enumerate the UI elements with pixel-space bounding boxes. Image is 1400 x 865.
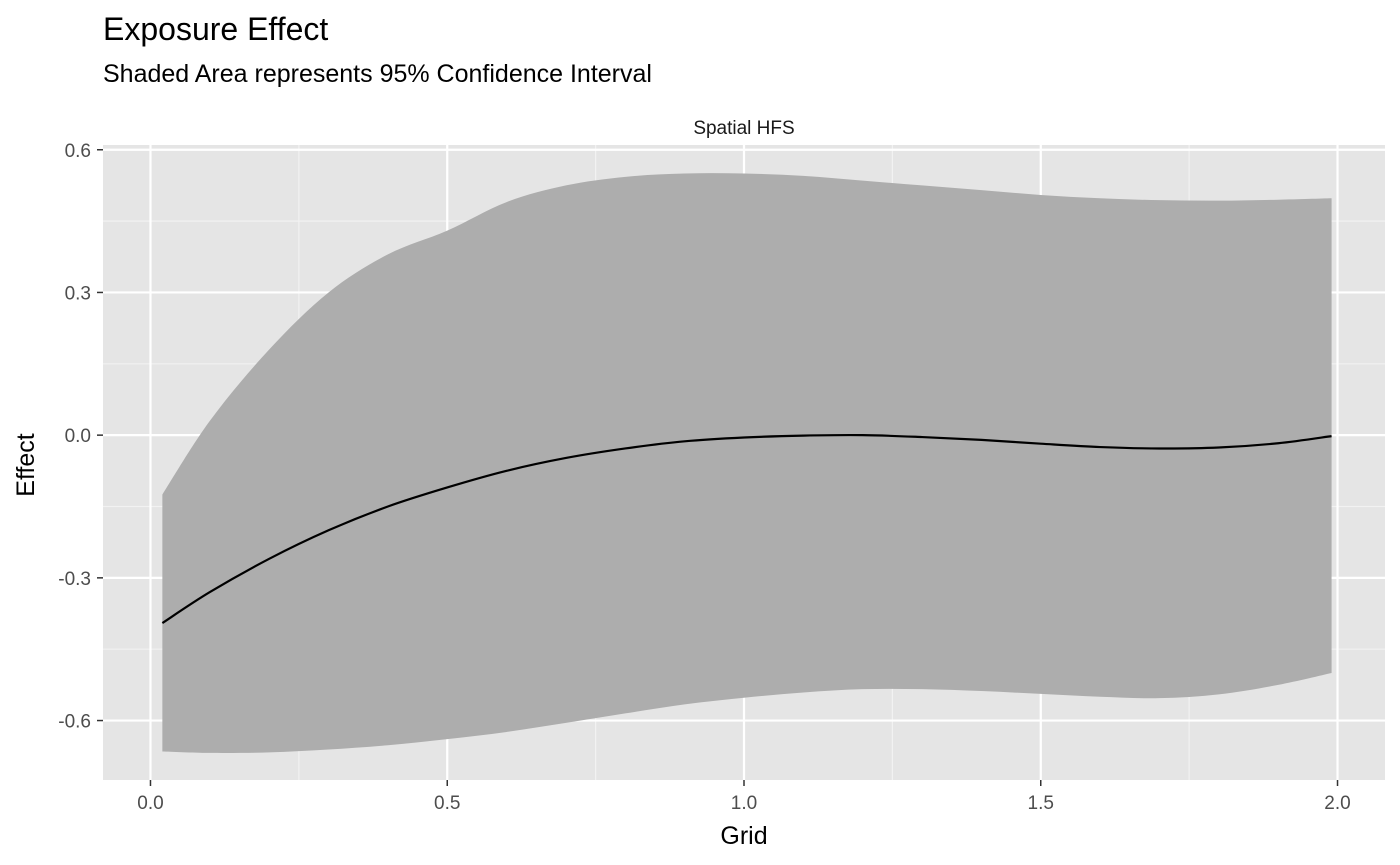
x-tick-label: 2.0 <box>1324 793 1350 814</box>
y-tick-label: -0.3 <box>58 569 91 590</box>
chart-title: Exposure Effect <box>103 11 328 47</box>
x-tick-label: 0.0 <box>137 793 163 814</box>
facet-strip-label: Spatial HFS <box>693 118 794 139</box>
y-tick-label: 0.3 <box>65 283 91 304</box>
x-axis-title: Grid <box>720 822 767 850</box>
y-tick-label: -0.6 <box>58 712 91 733</box>
chart-subtitle: Shaded Area represents 95% Confidence In… <box>103 60 652 88</box>
confidence-band <box>162 173 1332 753</box>
y-axis-title: Effect <box>12 433 40 497</box>
y-axis: 0.6 0.3 0.0 -0.3 -0.6 <box>58 141 103 733</box>
x-axis: 0.0 0.5 1.0 1.5 2.0 <box>137 780 1351 814</box>
effect-line <box>161 433 1332 624</box>
x-tick-label: 1.0 <box>731 793 757 814</box>
y-tick-label: 0.6 <box>65 141 91 162</box>
x-tick-label: 0.5 <box>434 793 460 814</box>
x-tick-label: 1.5 <box>1028 793 1054 814</box>
y-tick-label: 0.0 <box>65 426 91 447</box>
